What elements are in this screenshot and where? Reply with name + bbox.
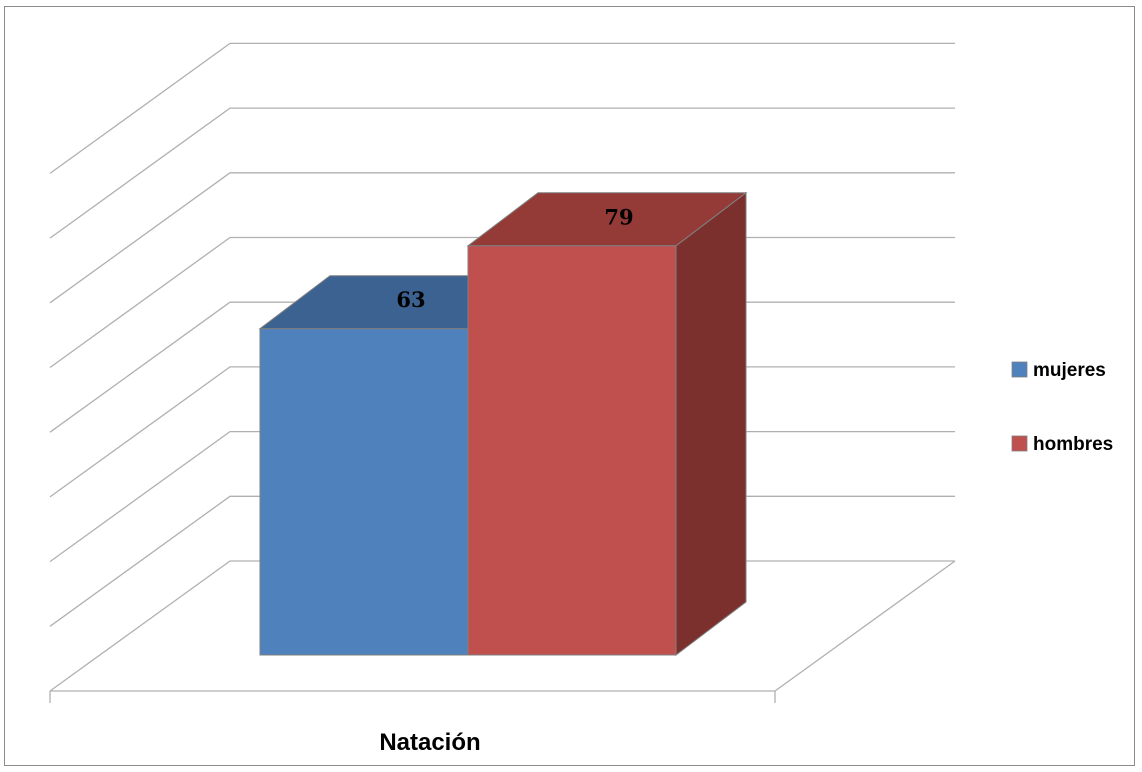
legend-swatch <box>1011 435 1028 452</box>
legend-item-mujeres: mujeres <box>1011 360 1106 381</box>
gridline <box>49 172 955 304</box>
legend-item-hombres: hombres <box>1011 434 1113 455</box>
chart-bars <box>258 191 748 657</box>
data-label: 63 <box>396 287 425 312</box>
bar-side-face <box>675 191 747 657</box>
bar-front-face <box>467 245 677 656</box>
bar-mujeres <box>258 275 540 656</box>
bar-hombres <box>466 191 748 657</box>
chart-category-labels: Natación <box>379 729 480 756</box>
legend-label: mujeres <box>1033 360 1106 381</box>
category-label: Natación <box>379 729 480 756</box>
gridline <box>49 107 955 239</box>
data-label: 79 <box>604 204 633 229</box>
chart-data-labels: 63 79 <box>396 204 633 312</box>
chart-legend: mujeres hombres <box>1011 360 1113 455</box>
gridline <box>49 42 955 174</box>
legend-label: hombres <box>1033 434 1113 455</box>
bar-front-face <box>259 328 469 656</box>
legend-swatch <box>1011 361 1028 378</box>
